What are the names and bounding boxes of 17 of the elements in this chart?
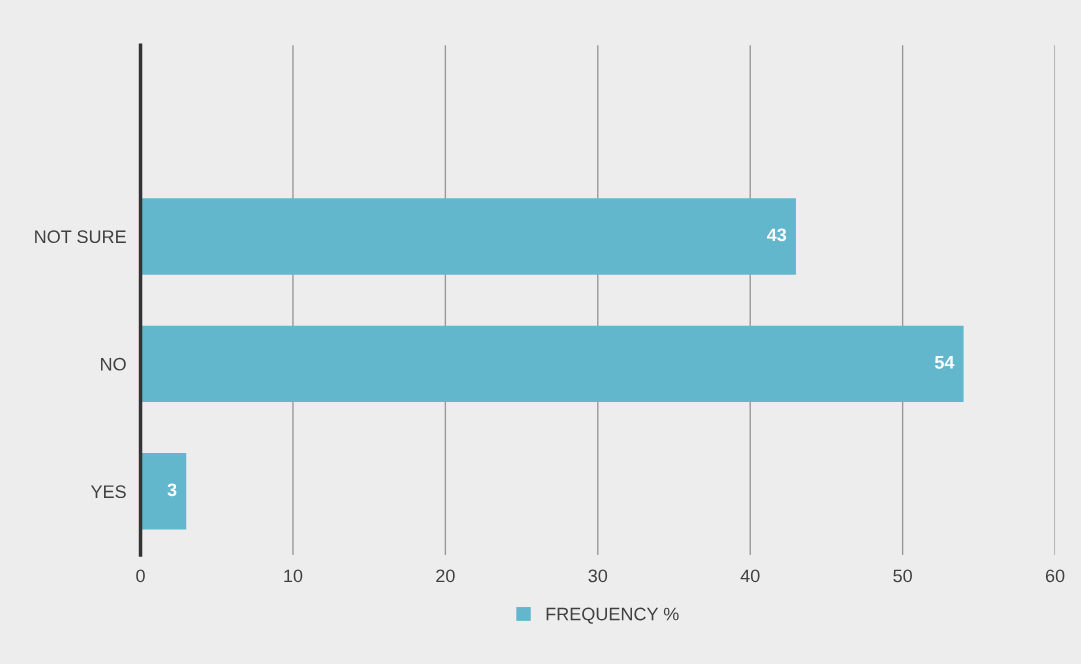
x-tick-label: 30 xyxy=(588,569,608,583)
bar xyxy=(140,198,796,275)
legend-label: FREQUENCY % xyxy=(546,607,679,624)
data-label: 3 xyxy=(167,483,177,497)
x-tick-label: 10 xyxy=(284,569,303,583)
bar xyxy=(140,453,187,530)
data-label: 54 xyxy=(934,356,955,369)
x-tick-label: 0 xyxy=(136,569,145,583)
x-tick-label: 20 xyxy=(436,569,455,583)
x-tick-label: 60 xyxy=(1045,569,1065,583)
x-tick-label: 50 xyxy=(893,569,912,583)
y-tick-label: NOT SURE xyxy=(35,230,126,244)
bar xyxy=(140,325,964,403)
y-tick-label: NO xyxy=(101,357,126,371)
x-tick-label: 40 xyxy=(740,569,760,583)
y-tick-label: YES xyxy=(90,485,126,499)
data-label: 43 xyxy=(766,228,787,242)
